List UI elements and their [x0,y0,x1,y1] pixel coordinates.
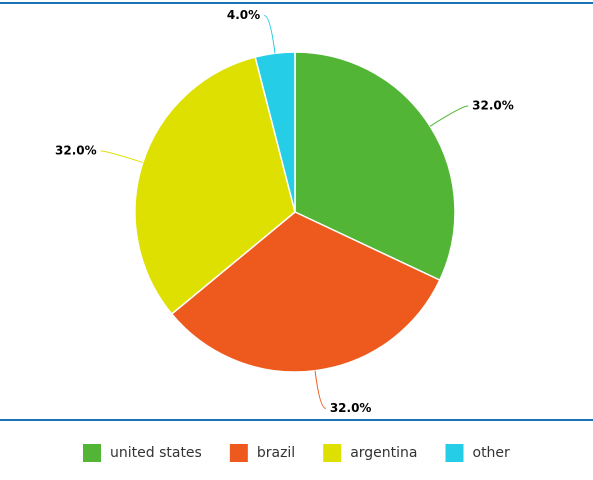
pie-slice [134,56,296,316]
value-label: 4.0% [227,8,260,22]
leader-line [314,370,326,409]
leader-line [264,15,276,54]
legend-label: other [473,445,511,461]
legend-swatch [229,444,248,462]
pie-slice [170,211,441,373]
value-label: 32.0% [472,98,514,112]
legend-label: argentina [350,445,417,461]
leader-line [100,150,143,164]
legend-label: united states [110,445,202,461]
value-label: 32.0% [55,143,97,157]
legend-swatch [83,444,101,462]
pie-slice [294,51,456,282]
pie-slice [254,51,296,213]
legend-label: brazil [257,445,295,461]
legend-swatch [445,444,464,462]
legend: united states brazil argentina other [83,444,510,462]
legend-swatch [323,444,342,462]
leader-line [429,105,469,127]
value-label: 32.0% [330,401,372,415]
pie: 32.0% 32.0% 32.0% 4.0% [55,8,514,415]
